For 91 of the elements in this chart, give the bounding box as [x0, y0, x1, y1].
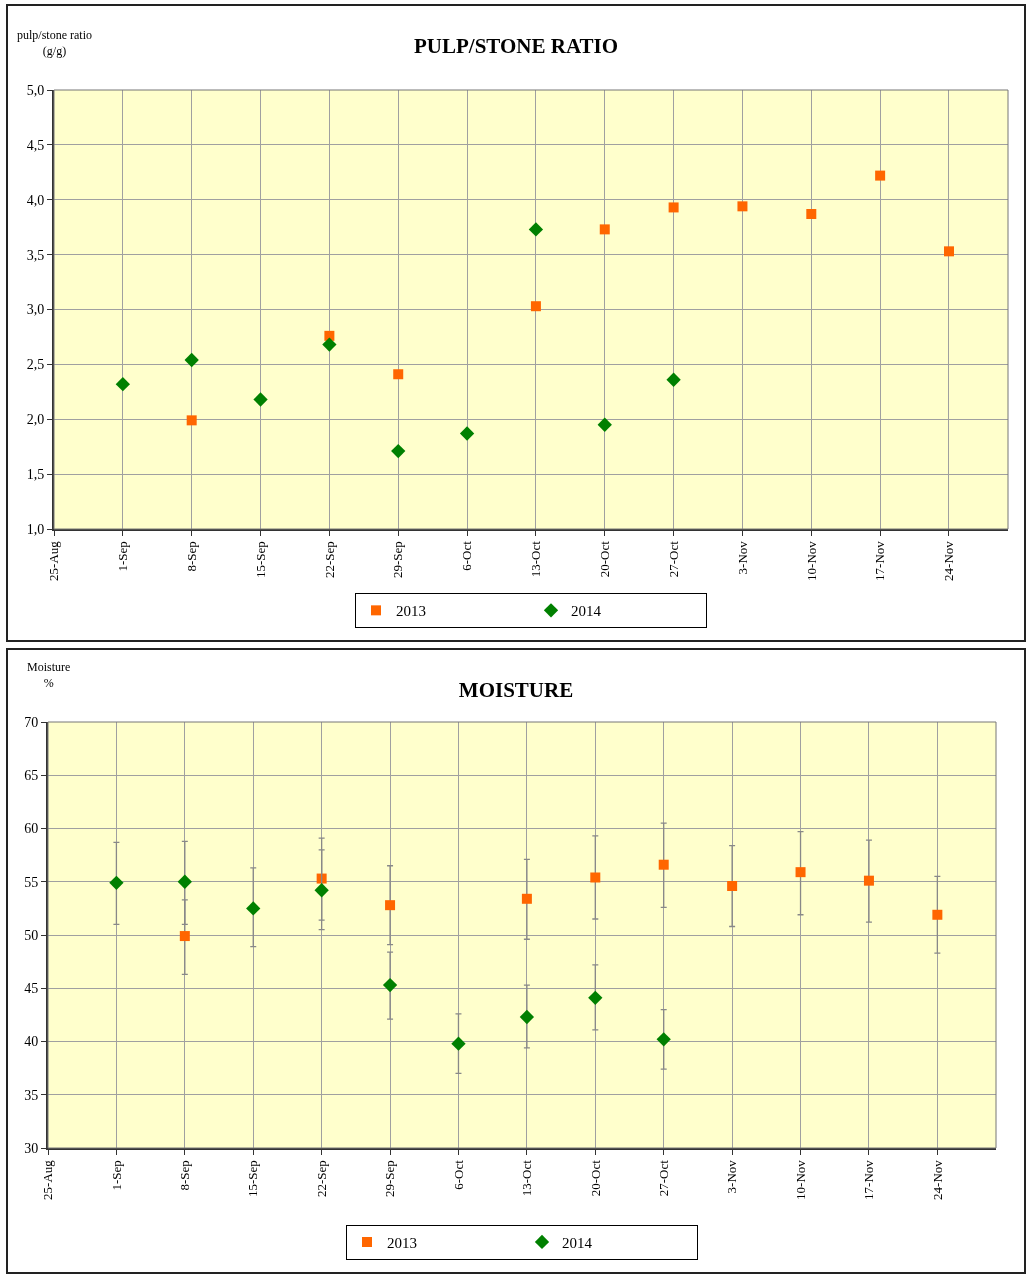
- legend-label: 2014: [562, 1234, 593, 1251]
- point: [521, 893, 532, 904]
- point: [590, 872, 601, 883]
- legend-label: 2014: [571, 603, 602, 620]
- chart-title: PULP/STONE RATIO: [413, 34, 619, 59]
- point: [391, 443, 406, 459]
- x-tick-label: 17-Nov: [861, 1159, 877, 1200]
- point: [588, 990, 603, 1005]
- y-tick-label: 65: [24, 768, 39, 784]
- point: [385, 900, 396, 911]
- point: [519, 1009, 535, 1025]
- x-tick-label: 25-Aug: [46, 540, 62, 581]
- point: [875, 170, 886, 181]
- x-tick-label: 17-Nov: [872, 540, 888, 581]
- x-tick-label: 25-Aug: [40, 1159, 56, 1200]
- y-tick-label: 35: [24, 1087, 39, 1103]
- y-tick-label: 2,0: [26, 412, 45, 428]
- legend-label: 2013: [387, 1234, 417, 1251]
- y-axis-title: Moisture %: [27, 660, 71, 690]
- y-tick-label: 50: [24, 927, 39, 943]
- x-tick-label: 13-Oct: [519, 1159, 535, 1197]
- chart-title: MOISTURE: [458, 678, 574, 703]
- point: [863, 875, 874, 886]
- y-tick-label: 4,5: [26, 137, 45, 153]
- point: [528, 222, 544, 237]
- x-tick-label: 27-Oct: [655, 1159, 671, 1197]
- x-tick-label: 10-Nov: [792, 1159, 808, 1200]
- y-tick-label: 40: [24, 1034, 39, 1050]
- y-tick-label: 1,5: [26, 467, 45, 483]
- y-axis-title: pulp/stone ratio (g/g): [17, 28, 92, 58]
- y-tick-label: 45: [24, 981, 39, 997]
- y-tick-label: 3,0: [26, 302, 45, 318]
- point: [322, 337, 337, 352]
- x-tick-label: 8-Sep: [183, 541, 199, 572]
- point: [451, 1036, 466, 1051]
- x-tick-label: 27-Oct: [665, 540, 681, 578]
- point: [656, 1032, 671, 1047]
- y-tick-label: 2,5: [26, 357, 45, 373]
- x-tick-label: 13-Oct: [528, 540, 544, 578]
- point: [932, 909, 943, 920]
- point: [599, 224, 610, 235]
- y-tick-label: 3,5: [26, 247, 45, 263]
- legend-label: 2013: [396, 603, 426, 620]
- point: [314, 883, 329, 898]
- point: [179, 931, 190, 942]
- y-tick-label: 1,0: [26, 521, 45, 537]
- x-tick-label: 6-Oct: [450, 1159, 466, 1190]
- point: [943, 246, 954, 257]
- x-tick-label: 8-Sep: [177, 1160, 193, 1191]
- x-tick-label: 22-Sep: [321, 541, 337, 579]
- point: [316, 873, 327, 884]
- x-tick-label: 20-Oct: [596, 540, 612, 578]
- y-tick-label: 55: [24, 874, 39, 890]
- point: [382, 977, 398, 993]
- x-tick-label: 15-Sep: [252, 541, 268, 579]
- x-tick-label: 15-Sep: [245, 1160, 261, 1198]
- point: [246, 901, 261, 916]
- x-tick-label: 22-Sep: [313, 1160, 329, 1198]
- point: [597, 417, 612, 432]
- y-tick-label: 4,0: [26, 192, 45, 208]
- y-tick-label: 30: [24, 1140, 39, 1156]
- point: [658, 859, 669, 870]
- x-tick-label: 20-Oct: [587, 1159, 603, 1197]
- x-tick-label: 29-Sep: [390, 541, 406, 579]
- y-tick-label: 70: [24, 714, 39, 730]
- point: [459, 426, 475, 441]
- point: [186, 415, 197, 426]
- x-tick-label: 3-Nov: [724, 1159, 740, 1194]
- point: [806, 209, 817, 220]
- point: [393, 369, 404, 380]
- point: [737, 201, 748, 212]
- y-tick-label: 60: [24, 821, 39, 837]
- point: [666, 372, 681, 387]
- y-tick-label: 5,0: [26, 82, 45, 98]
- x-tick-label: 24-Nov: [941, 540, 957, 581]
- point: [177, 874, 192, 889]
- point: [115, 376, 130, 392]
- point: [530, 301, 541, 312]
- x-tick-label: 1-Sep: [115, 541, 131, 572]
- x-tick-label: 6-Oct: [459, 540, 475, 571]
- point: [109, 875, 124, 890]
- x-tick-label: 1-Sep: [108, 1160, 124, 1191]
- point: [184, 352, 199, 368]
- x-tick-label: 24-Nov: [929, 1159, 945, 1200]
- point: [795, 867, 806, 878]
- x-tick-label: 10-Nov: [803, 540, 819, 581]
- point: [253, 392, 268, 407]
- point: [668, 202, 679, 213]
- x-tick-label: 3-Nov: [734, 540, 750, 575]
- x-tick-label: 29-Sep: [382, 1160, 398, 1198]
- point: [727, 881, 738, 892]
